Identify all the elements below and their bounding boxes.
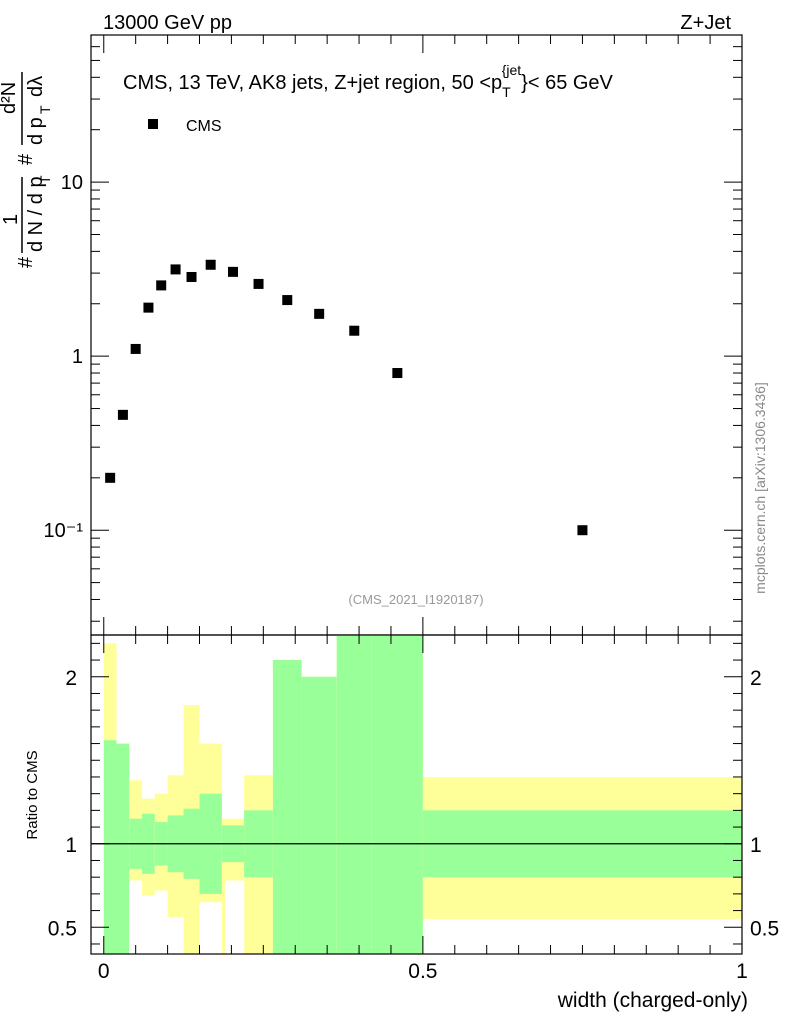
green-band-bin: [371, 635, 423, 954]
data-point: [186, 271, 197, 282]
main-ylabel: # 1 d N / d p T # d²N d p T dλ: [0, 72, 53, 268]
data-point: [282, 295, 293, 306]
data-point: [156, 280, 167, 291]
legend-marker: [148, 119, 158, 129]
ratio-ylabel: Ratio to CMS: [24, 750, 41, 839]
ratio-ytick-label-right: 1: [750, 834, 762, 857]
main-ylabel-den2-sub: T: [37, 105, 53, 114]
data-point: [577, 525, 588, 536]
main-ylabel-den2: d p: [25, 117, 47, 145]
ratio-xtick-label: 0: [98, 960, 110, 983]
main-ticks: 10⁻¹ 1 10: [44, 34, 743, 635]
data-point: [392, 368, 403, 379]
ratio-xlabel: width (charged-only): [557, 989, 748, 1012]
main-ytick-label: 1: [72, 346, 83, 368]
data-point: [349, 325, 360, 336]
data-point: [205, 259, 216, 270]
data-point: [314, 308, 325, 319]
ratio-xtick-label: 1: [736, 960, 748, 983]
ratio-panel: 0.5 0.51 12 20 0.5 1: [48, 634, 779, 983]
ratio-panel-frame: [90, 634, 743, 955]
green-band-bin: [116, 743, 130, 954]
green-band-bin: [103, 740, 117, 954]
data-point: [130, 343, 141, 354]
ratio-ytick-label-left: 2: [65, 667, 77, 690]
green-band-bin: [301, 676, 337, 954]
ratio-ytick-label-left: 0.5: [48, 917, 77, 940]
main-title-close: }< 65 GeV: [521, 72, 613, 94]
main-markers: [105, 259, 588, 536]
data-point: [170, 264, 181, 275]
main-ylabel-den2-lambda: dλ: [25, 76, 47, 97]
main-title: CMS, 13 TeV, AK8 jets, Z+jet region, 50 …: [123, 62, 614, 100]
green-band-bin: [336, 635, 372, 954]
data-point: [253, 278, 264, 289]
legend-label: CMS: [186, 118, 222, 135]
data-point: [143, 302, 154, 313]
ratio-ytick-label-right: 2: [750, 667, 762, 690]
ratio-bands: [103, 635, 742, 954]
main-title-sub: T: [502, 84, 511, 100]
main-ytick-label: 10: [61, 172, 83, 194]
analysis-tag: (CMS_2021_I1920187): [348, 592, 483, 607]
ratio-xtick-label: 0.5: [408, 960, 437, 983]
band-gap: [129, 880, 143, 954]
data-point: [117, 409, 128, 420]
ratio-ticks: 0.5 0.51 12 20 0.5 1: [48, 635, 779, 983]
main-ytick-label: 10⁻¹: [44, 520, 84, 542]
main-ylabel-den1: d N / d p: [25, 176, 47, 252]
main-ylabel-den1-sub: T: [37, 175, 53, 184]
ratio-ytick-label-right: 0.5: [750, 917, 779, 940]
data-point: [105, 472, 116, 483]
ratio-ytick-label-left: 1: [65, 834, 77, 857]
watermark: mcplots.cern.ch [arXiv:1306.3436]: [752, 382, 768, 594]
main-ylabel-hash2: #: [15, 153, 37, 165]
main-title-sup: {jet: [502, 62, 522, 78]
main-ylabel-hash1: #: [15, 256, 37, 268]
main-title-text: CMS, 13 TeV, AK8 jets, Z+jet region, 50 …: [123, 72, 502, 94]
band-gap: [225, 880, 245, 954]
header-left-label: 13000 GeV pp: [103, 12, 232, 34]
green-band-bin: [272, 660, 302, 954]
main-ylabel-one: 1: [0, 214, 22, 225]
header-right-label: Z+Jet: [680, 12, 731, 34]
data-point: [228, 266, 239, 277]
main-ylabel-num2: d²N: [0, 82, 20, 114]
